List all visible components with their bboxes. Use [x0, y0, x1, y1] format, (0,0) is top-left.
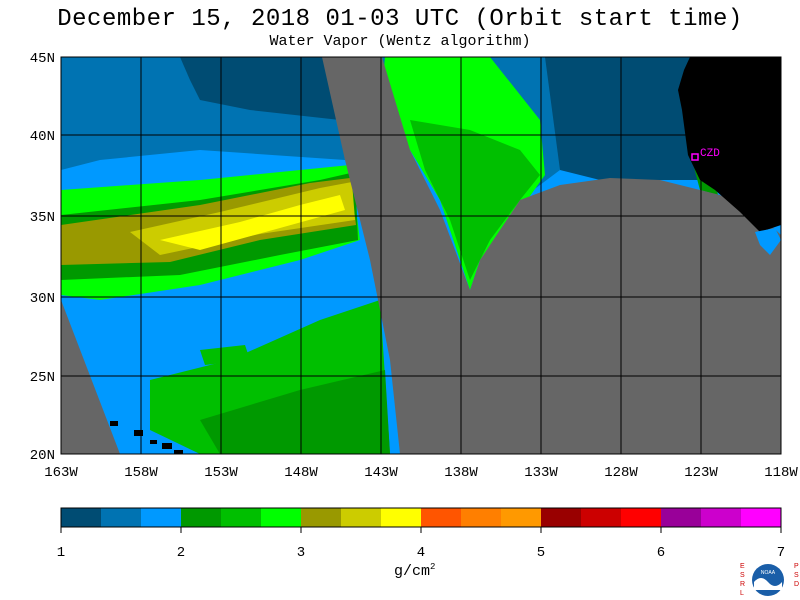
lat-label: 35N: [30, 210, 55, 226]
psd-letter: S: [794, 572, 799, 579]
colorbar-tick-label: 7: [777, 545, 785, 561]
lon-label: 143W: [364, 465, 398, 481]
vapor-dark-north-east: [540, 57, 700, 180]
colorbar-swatch: [341, 508, 382, 527]
vapor-coast-blue: [755, 228, 781, 255]
colorbar-swatch: [621, 508, 662, 527]
colorbar-swatch: [701, 508, 742, 527]
vapor-plume-yellow: [160, 195, 345, 250]
colorbar-units: g/cm2: [394, 562, 435, 580]
land-california: [678, 57, 781, 232]
esrl-letter: R: [740, 581, 745, 588]
noaa-logo-text: NOAA: [761, 570, 776, 576]
station-label: CZD: [700, 148, 720, 160]
map-border: [60, 56, 782, 455]
colorbar-swatch: [101, 508, 142, 527]
swath-gap-west: [61, 300, 120, 454]
lon-label: 128W: [604, 465, 638, 481]
lat-label: 45N: [30, 51, 55, 67]
colorbar-swatch: [661, 508, 702, 527]
hawaiian-islands: [110, 421, 183, 454]
colorbar-tick-label: 4: [417, 545, 425, 561]
colorbar-tick-label: 1: [57, 545, 65, 561]
lon-label: 163W: [44, 465, 78, 481]
units-exponent: 2: [430, 562, 436, 572]
vapor-darkest-north-west: [180, 57, 340, 120]
lat-label: 20N: [30, 448, 55, 464]
map-field: [61, 57, 781, 454]
vapor-patch-west: [200, 345, 250, 365]
lon-label: 138W: [444, 465, 478, 481]
colorbar-swatch: [181, 508, 222, 527]
station-square: [691, 153, 699, 161]
colorbar-tick-label: 5: [537, 545, 545, 561]
colorbar-tick-label: 3: [297, 545, 305, 561]
lon-label: 123W: [684, 465, 718, 481]
colorbar-swatch: [141, 508, 182, 527]
colorbar-swatch: [581, 508, 622, 527]
swath-gap-central: [322, 57, 781, 454]
colorbar-tick-label: 2: [177, 545, 185, 561]
colorbar-swatch: [61, 508, 102, 527]
psd-letter: D: [794, 581, 799, 588]
latitude-labels: 45N 40N 35N 30N 25N 20N: [30, 51, 55, 464]
lat-label: 40N: [30, 129, 55, 145]
lon-label: 158W: [124, 465, 158, 481]
colorbar-ticks: 1 2 3 4 5 6 7: [57, 527, 785, 561]
colorbar-swatch: [301, 508, 342, 527]
colorbar-swatch: [421, 508, 462, 527]
vapor-band-south-dark: [200, 370, 390, 454]
vapor-tongue-dark: [410, 120, 540, 280]
colorbar-swatch: [261, 508, 302, 527]
lon-label: 118W: [764, 465, 798, 481]
colorbar-swatch: [501, 508, 542, 527]
esrl-letter: L: [740, 590, 744, 597]
psd-letter: P: [794, 563, 799, 570]
noaa-logo-wave: [754, 578, 782, 590]
colorbar-swatch: [741, 508, 782, 527]
colorbar-swatch: [221, 508, 262, 527]
colorbar-swatch: [381, 508, 422, 527]
colorbar: [61, 508, 782, 527]
lat-label: 25N: [30, 370, 55, 386]
lon-label: 148W: [284, 465, 318, 481]
lon-label: 153W: [204, 465, 238, 481]
esrl-letter: S: [740, 572, 745, 579]
esrl-letter: E: [740, 563, 745, 570]
map-title: December 15, 2018 01-03 UTC (Orbit start…: [57, 6, 743, 33]
map-subtitle: Water Vapor (Wentz algorithm): [269, 33, 531, 50]
lon-label: 133W: [524, 465, 558, 481]
station-marker-czd: CZD: [691, 148, 720, 161]
colorbar-swatch: [541, 508, 582, 527]
longitude-labels: 163W 158W 153W 148W 143W 138W 133W 128W 123W 118W: [44, 465, 798, 481]
units-text: g/cm: [394, 563, 431, 580]
colorbar-swatch: [461, 508, 502, 527]
lat-label: 30N: [30, 291, 55, 307]
colorbar-tick-label: 6: [657, 545, 665, 561]
graticule: [61, 57, 781, 454]
